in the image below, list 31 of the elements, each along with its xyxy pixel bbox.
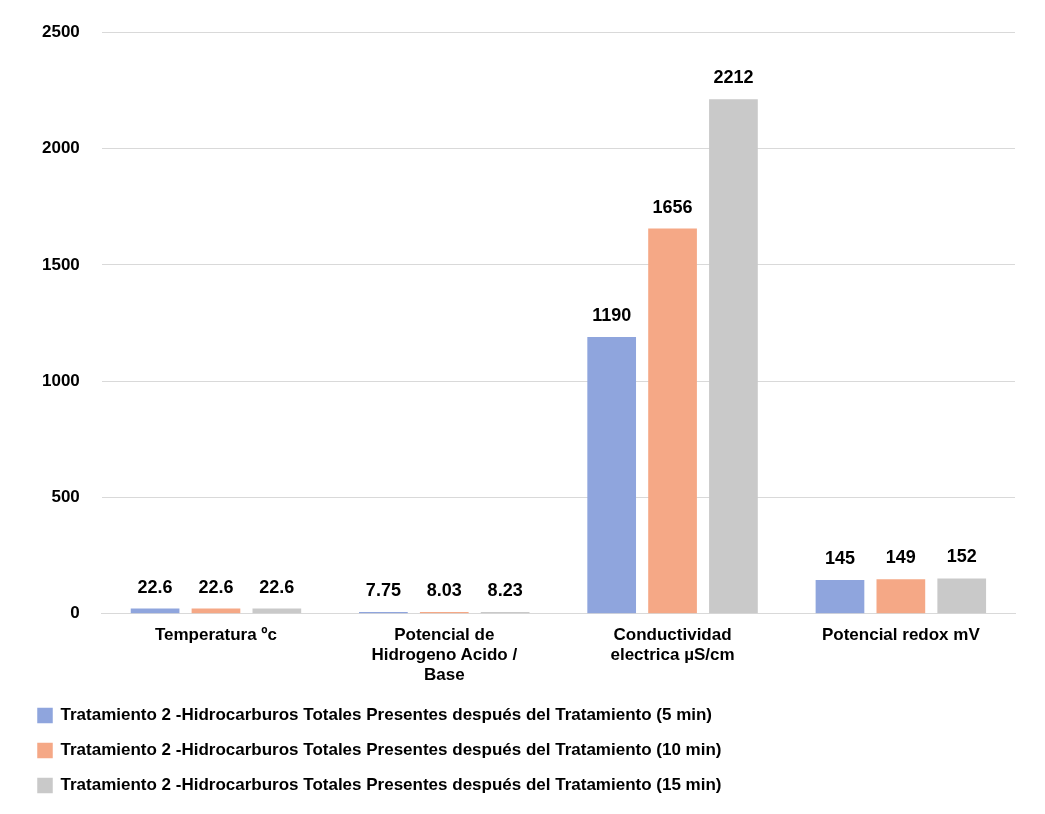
legend-label: Tratamiento 2 -Hidrocarburos Totales Presentes después del Tratamiento (10 min)	[60, 740, 722, 760]
bar	[587, 336, 637, 614]
bar	[876, 579, 926, 614]
legend-label: Tratamiento 2 -Hidrocarburos Totales Presentes después del Tratamiento (5 min)	[60, 705, 713, 725]
data-label: 22.6	[198, 576, 234, 597]
bar	[648, 228, 697, 614]
y-tick-label: 1500	[41, 254, 80, 274]
legend-label: Tratamiento 2 -Hidrocarburos Totales Presentes después del Tratamiento (15 min)	[60, 775, 722, 795]
y-tick-label: 2000	[41, 138, 80, 158]
data-label: 1656	[652, 196, 693, 217]
data-label: 1190	[592, 304, 632, 325]
x-tick-label: Temperatura ºc	[154, 624, 278, 644]
x-tick-label: Potencial de Hidrogeno Acido / Base	[371, 624, 518, 685]
y-tick-label: 2500	[41, 21, 80, 41]
data-label: 7.75	[365, 579, 401, 600]
x-tick-label: Potencial redox mV	[821, 624, 981, 644]
data-label: 8.03	[426, 579, 462, 600]
y-tick-label: 1000	[41, 370, 80, 390]
data-label: 152	[946, 546, 977, 567]
data-label: 149	[885, 547, 916, 568]
x-tick-label: Conductividad electrica µS/cm	[610, 624, 735, 665]
data-label: 8.23	[487, 579, 523, 600]
data-label: 22.6	[137, 576, 173, 597]
bar	[815, 580, 865, 614]
data-label: 145	[824, 548, 855, 569]
y-tick-label: 0	[70, 603, 80, 623]
bar	[709, 99, 758, 614]
data-label: 2212	[713, 67, 754, 88]
bar	[937, 578, 987, 614]
y-tick-label: 500	[51, 487, 80, 507]
data-label: 22.6	[259, 576, 295, 597]
